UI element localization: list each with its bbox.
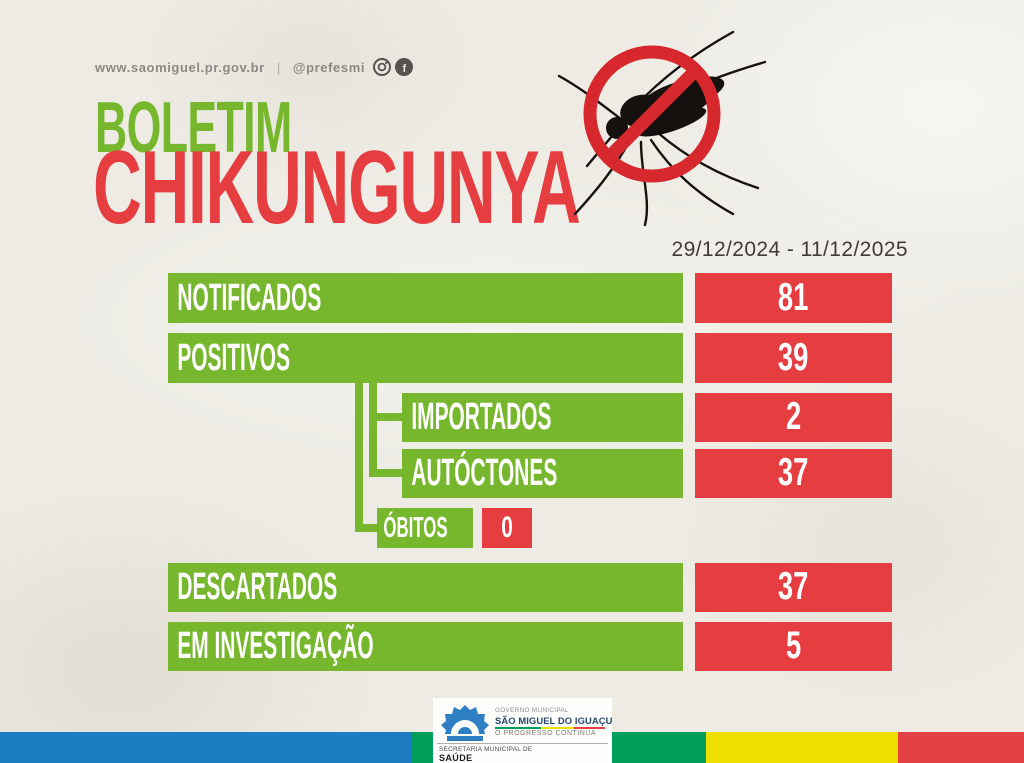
stripe-red: [898, 732, 1024, 763]
facebook-icon: f: [395, 58, 414, 76]
connector-line: [369, 469, 404, 477]
stripe-blue: [0, 732, 412, 763]
stat-bar-importados: IMPORTADOS: [402, 393, 683, 442]
stat-number: 81: [778, 276, 809, 319]
stat-number: 2: [785, 395, 802, 439]
tricolor-line: [495, 727, 605, 729]
stat-label: NOTIFICADOS: [177, 276, 322, 319]
separator: |: [276, 59, 281, 75]
facebook-glyph: f: [403, 63, 407, 75]
gov-label: GOVERNO MUNICIPAL: [495, 707, 569, 714]
stat-label: DESCARTADOS: [177, 566, 338, 608]
stat-value-obitos: 0: [482, 508, 532, 548]
department-label: SECRETARIA MUNICIPAL DE: [439, 746, 533, 753]
municipal-logo-box: GOVERNO MUNICIPAL SÃO MIGUEL DO IGUAÇU O…: [433, 698, 612, 763]
stat-label: EM INVESTIGAÇÃO: [177, 625, 374, 667]
stat-value-autoctones: 37: [695, 449, 892, 498]
title-line-chikungunya: CHIKUNGUNYA: [93, 130, 581, 246]
header: www.saomiguel.pr.gov.br | @prefesmi f: [95, 58, 414, 76]
stat-bar-descartados: DESCARTADOS: [168, 563, 683, 612]
connector-line: [355, 381, 363, 532]
city-slogan: O PROGRESSO CONTINUA: [495, 730, 597, 737]
stat-value-importados: 2: [695, 393, 892, 442]
logo-divider: [437, 743, 608, 744]
stat-number: 37: [778, 565, 809, 609]
city-emblem-icon: [441, 704, 489, 747]
stat-label: ÓBITOS: [383, 511, 448, 544]
social-handle: @prefesmi: [292, 59, 366, 75]
title-line-boletim: BOLETIM: [95, 88, 292, 168]
stat-bar-positivos: POSITIVOS: [168, 333, 683, 383]
department-name: SAÚDE: [439, 753, 473, 763]
stat-number: 0: [501, 511, 513, 544]
stat-number: 37: [778, 451, 809, 495]
stat-label: POSITIVOS: [177, 336, 291, 379]
website-url: www.saomiguel.pr.gov.br: [95, 59, 265, 75]
stat-value-descartados: 37: [695, 563, 892, 612]
instagram-icon: [373, 58, 392, 76]
connector-line: [355, 524, 379, 532]
stat-bar-em-investigacao: EM INVESTIGAÇÃO: [168, 622, 683, 671]
stat-label: IMPORTADOS: [411, 396, 552, 438]
stripe-yellow: [706, 732, 898, 763]
stat-number: 5: [785, 624, 802, 668]
stat-label: AUTÓCTONES: [411, 452, 558, 494]
stat-bar-notificados: NOTIFICADOS: [168, 273, 683, 323]
no-mosquito-icon: [545, 18, 780, 228]
connector-line: [369, 413, 404, 421]
stat-value-em-investigacao: 5: [695, 622, 892, 671]
city-name: SÃO MIGUEL DO IGUAÇU: [495, 715, 613, 726]
government-text-block: GOVERNO MUNICIPAL SÃO MIGUEL DO IGUAÇU O…: [495, 707, 613, 737]
stat-bar-autoctones: AUTÓCTONES: [402, 449, 683, 498]
connector-line: [369, 381, 377, 477]
reporting-period: 29/12/2024 - 11/12/2025: [671, 238, 908, 261]
stat-value-positivos: 39: [695, 333, 892, 383]
stat-bar-obitos: ÓBITOS: [377, 508, 473, 548]
stat-value-notificados: 81: [695, 273, 892, 323]
stat-number: 39: [778, 336, 809, 379]
